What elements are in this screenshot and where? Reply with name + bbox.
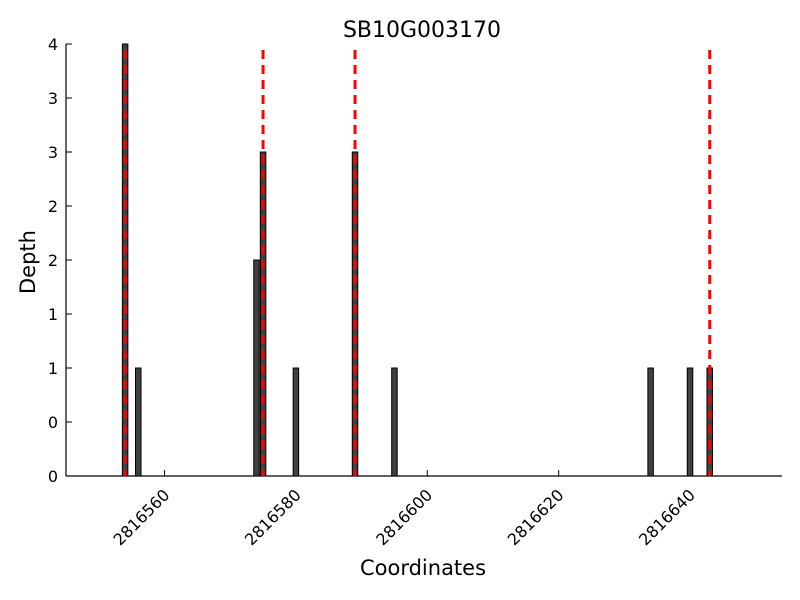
plot-area: 0 0 1 1 2 2 3 3 4 2816560 2816580 2816600 2816620 281… xyxy=(48,35,782,549)
y-tick-label: 3 xyxy=(48,89,58,108)
y-tick-label: 4 xyxy=(48,35,58,54)
x-axis-label: Coordinates xyxy=(360,556,486,580)
y-tick-label: 2 xyxy=(48,197,58,216)
y-tick-label: 1 xyxy=(48,359,58,378)
depth-bar xyxy=(647,367,654,477)
y-tick-label: 2 xyxy=(48,251,58,270)
y-tick-label: 0 xyxy=(48,413,58,432)
depth-bar xyxy=(391,367,398,477)
depth-bar xyxy=(686,367,694,477)
y-tick-label: 0 xyxy=(48,467,58,486)
x-tick-label: 2816580 xyxy=(241,485,305,549)
y-tick-label: 3 xyxy=(48,143,58,162)
y-tick-label: 1 xyxy=(48,305,58,324)
depth-bar xyxy=(135,367,142,477)
depth-bar xyxy=(292,367,300,477)
y-axis-label: Depth xyxy=(16,230,40,294)
x-tick-label: 2816620 xyxy=(504,485,568,549)
depth-bar xyxy=(253,259,260,477)
x-tick-label: 2816600 xyxy=(372,485,436,549)
x-tick-label: 2816640 xyxy=(635,485,699,549)
x-tick-label: 2816560 xyxy=(110,485,174,549)
chart-title: SB10G003170 xyxy=(343,18,501,43)
